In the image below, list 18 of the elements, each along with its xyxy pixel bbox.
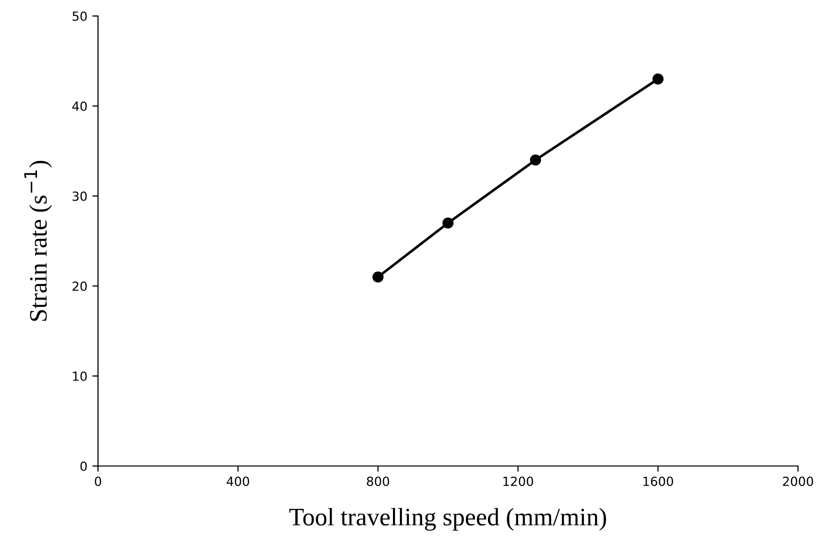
point bbox=[530, 154, 542, 166]
x-tick-label: 1200 bbox=[503, 476, 534, 486]
y-axis-title: Strain rate (s$^{−1}$) bbox=[24, 160, 52, 321]
y-tick-label: 20 bbox=[72, 281, 87, 291]
y-tick-label: 0 bbox=[80, 461, 87, 471]
y-tick-label: 40 bbox=[72, 101, 87, 111]
point bbox=[372, 271, 384, 283]
point bbox=[442, 217, 454, 229]
x-tick-label: 400 bbox=[226, 476, 250, 486]
x-tick-label: 0 bbox=[94, 476, 102, 486]
y-tick-label: 10 bbox=[73, 371, 87, 381]
x-tick-label: 800 bbox=[366, 476, 390, 486]
y-tick-label: 30 bbox=[72, 191, 87, 201]
x-tick-label: 1600 bbox=[643, 476, 674, 486]
x-axis-title: Tool travelling speed (mm/min) bbox=[289, 508, 606, 531]
point bbox=[652, 73, 664, 85]
x-tick-label: 2000 bbox=[783, 476, 814, 486]
y-tick-label: 50 bbox=[72, 11, 87, 21]
